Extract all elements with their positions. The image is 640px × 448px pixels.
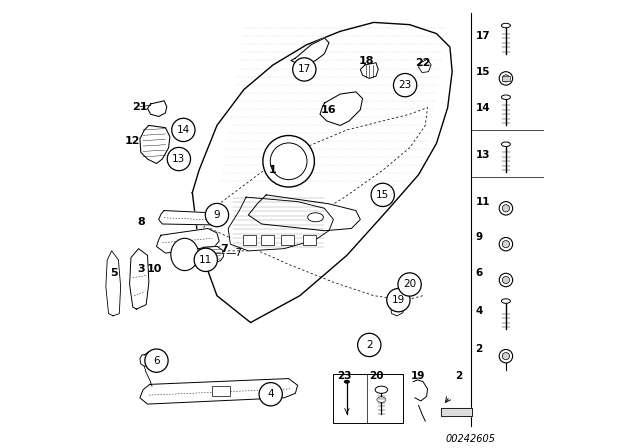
Text: 6: 6 — [153, 356, 160, 366]
Text: 20: 20 — [369, 371, 383, 381]
Polygon shape — [147, 101, 167, 116]
Text: 13: 13 — [476, 150, 490, 159]
Ellipse shape — [344, 380, 349, 383]
Polygon shape — [129, 249, 149, 309]
Text: 15: 15 — [476, 67, 490, 77]
Text: 14: 14 — [177, 125, 190, 135]
Bar — [261, 235, 275, 245]
Text: 7: 7 — [220, 244, 228, 254]
Circle shape — [394, 73, 417, 97]
Bar — [212, 386, 230, 396]
Text: 4: 4 — [268, 389, 274, 399]
Polygon shape — [291, 38, 329, 65]
Polygon shape — [441, 408, 472, 416]
Text: 22: 22 — [415, 58, 431, 68]
Text: 17: 17 — [298, 65, 311, 74]
Polygon shape — [320, 92, 362, 125]
Polygon shape — [192, 22, 452, 323]
Polygon shape — [156, 228, 219, 253]
Ellipse shape — [499, 72, 513, 85]
Ellipse shape — [375, 386, 388, 393]
Bar — [281, 235, 294, 245]
Polygon shape — [248, 195, 360, 231]
Ellipse shape — [499, 237, 513, 251]
Circle shape — [292, 58, 316, 81]
Text: 19: 19 — [392, 295, 405, 305]
Text: 1: 1 — [269, 165, 277, 175]
Text: 00242605: 00242605 — [445, 434, 495, 444]
Bar — [303, 235, 316, 245]
Text: 20: 20 — [403, 280, 416, 289]
Text: 11: 11 — [199, 255, 212, 265]
Text: 2: 2 — [455, 371, 463, 381]
Text: 19: 19 — [410, 371, 425, 381]
Ellipse shape — [502, 241, 509, 248]
Text: 13: 13 — [172, 154, 186, 164]
Text: 12: 12 — [125, 136, 141, 146]
Ellipse shape — [499, 273, 513, 287]
Polygon shape — [140, 379, 298, 404]
Ellipse shape — [263, 135, 314, 187]
Text: 4: 4 — [476, 306, 483, 316]
Text: 5: 5 — [110, 268, 118, 278]
Text: 18: 18 — [358, 56, 374, 66]
Circle shape — [194, 248, 218, 271]
Ellipse shape — [499, 202, 513, 215]
Text: 10: 10 — [147, 264, 162, 274]
Text: 3: 3 — [137, 264, 145, 274]
Ellipse shape — [502, 142, 511, 146]
Polygon shape — [198, 246, 223, 263]
Polygon shape — [140, 125, 170, 164]
Ellipse shape — [502, 205, 509, 212]
Ellipse shape — [502, 276, 509, 284]
Text: 8: 8 — [137, 217, 145, 227]
Ellipse shape — [499, 349, 513, 363]
Bar — [333, 374, 403, 423]
Polygon shape — [106, 251, 120, 316]
Polygon shape — [391, 300, 404, 316]
Ellipse shape — [270, 143, 307, 180]
Bar — [502, 76, 509, 81]
Text: 17: 17 — [476, 31, 490, 41]
Text: 16: 16 — [321, 105, 337, 115]
Circle shape — [371, 183, 394, 207]
Polygon shape — [360, 63, 378, 78]
Circle shape — [259, 383, 282, 406]
Ellipse shape — [308, 213, 323, 222]
Circle shape — [172, 118, 195, 142]
Text: 11: 11 — [476, 197, 490, 207]
Ellipse shape — [171, 238, 198, 271]
Text: 9: 9 — [476, 233, 483, 242]
Ellipse shape — [502, 23, 511, 28]
Ellipse shape — [502, 75, 509, 82]
Text: 9: 9 — [214, 210, 220, 220]
Text: —7: —7 — [226, 248, 243, 258]
Text: 14: 14 — [476, 103, 490, 112]
Circle shape — [205, 203, 228, 227]
Circle shape — [398, 273, 421, 296]
Text: 23: 23 — [399, 80, 412, 90]
Polygon shape — [228, 197, 333, 251]
Polygon shape — [159, 211, 217, 225]
Circle shape — [167, 147, 191, 171]
Ellipse shape — [377, 397, 386, 402]
Text: 2: 2 — [476, 345, 483, 354]
Circle shape — [358, 333, 381, 357]
Circle shape — [145, 349, 168, 372]
Text: 21: 21 — [132, 102, 148, 112]
Text: 6: 6 — [476, 268, 483, 278]
Text: 23: 23 — [337, 371, 352, 381]
Ellipse shape — [502, 95, 511, 99]
Polygon shape — [419, 59, 431, 73]
Bar — [243, 235, 257, 245]
Text: 15: 15 — [376, 190, 389, 200]
Text: 2: 2 — [366, 340, 372, 350]
Polygon shape — [140, 352, 150, 366]
Ellipse shape — [502, 353, 509, 360]
Circle shape — [387, 289, 410, 312]
Ellipse shape — [502, 299, 511, 303]
